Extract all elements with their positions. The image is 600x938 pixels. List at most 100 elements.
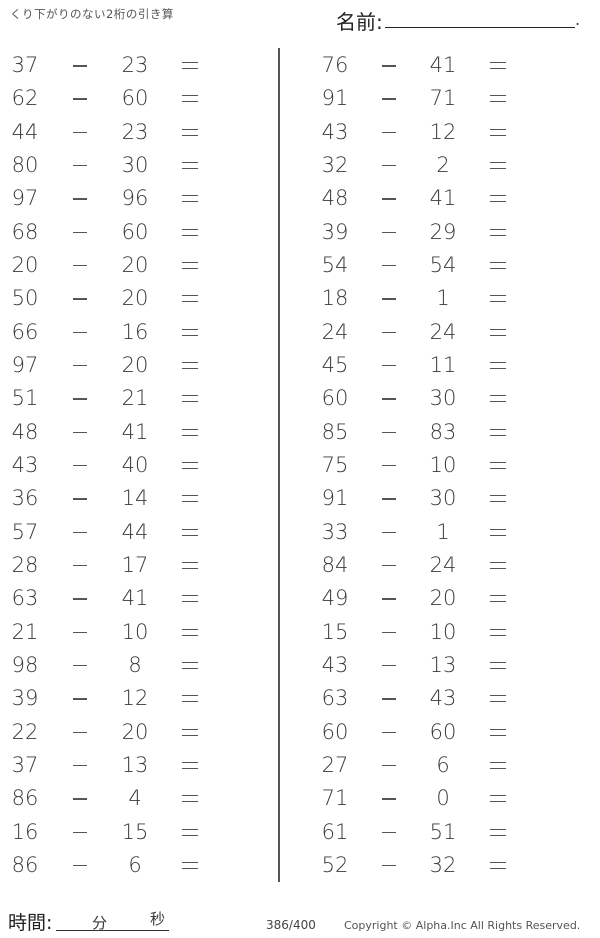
minus-sign bbox=[73, 531, 87, 534]
equals-sign bbox=[490, 728, 506, 736]
minus-sign bbox=[73, 764, 87, 767]
subtrahend: 43 bbox=[429, 686, 457, 711]
subtrahend: 16 bbox=[121, 319, 149, 344]
minus-sign bbox=[382, 798, 396, 800]
minuend: 86 bbox=[11, 852, 39, 877]
minus-sign bbox=[73, 831, 87, 834]
minuend: 60 bbox=[321, 719, 349, 744]
minuend: 84 bbox=[321, 552, 349, 577]
minuend: 43 bbox=[321, 652, 349, 677]
equals-sign bbox=[490, 595, 506, 603]
minus-sign bbox=[73, 364, 87, 367]
subtrahend: 13 bbox=[429, 652, 457, 677]
minus-sign bbox=[382, 131, 396, 134]
equals-sign bbox=[490, 62, 506, 69]
minuend: 21 bbox=[11, 619, 39, 644]
minus-sign bbox=[382, 464, 396, 467]
minuend: 97 bbox=[11, 186, 39, 211]
subtrahend: 41 bbox=[121, 586, 149, 611]
equals-sign bbox=[490, 361, 506, 369]
name-label: 名前: bbox=[336, 10, 383, 34]
minus-sign bbox=[382, 531, 396, 534]
equals-sign bbox=[490, 428, 506, 436]
subtrahend: 24 bbox=[429, 319, 457, 344]
subtrahend: 8 bbox=[128, 652, 142, 677]
subtrahend: 10 bbox=[429, 619, 457, 644]
equals-sign bbox=[490, 261, 506, 269]
subtrahend: 71 bbox=[429, 86, 457, 111]
minuend: 61 bbox=[321, 819, 349, 844]
equals-sign bbox=[182, 728, 198, 736]
worksheet-title: くり下がりのない2桁の引き算 bbox=[10, 7, 174, 21]
minuend: 71 bbox=[321, 786, 349, 811]
subtrahend: 20 bbox=[121, 719, 149, 744]
equals-sign bbox=[490, 828, 506, 836]
minutes-label: 分 bbox=[92, 914, 108, 932]
equals-sign bbox=[490, 461, 506, 469]
minuend: 51 bbox=[11, 386, 39, 411]
equals-sign bbox=[490, 528, 506, 536]
minuend: 15 bbox=[321, 619, 349, 644]
minus-sign bbox=[382, 331, 396, 334]
minuend: 37 bbox=[11, 53, 39, 77]
equals-sign bbox=[490, 228, 506, 236]
subtrahend: 20 bbox=[121, 286, 149, 311]
subtrahend: 41 bbox=[429, 53, 457, 77]
equals-sign bbox=[182, 62, 198, 69]
subtrahend: 20 bbox=[121, 252, 149, 277]
equals-sign bbox=[490, 628, 506, 636]
subtrahend: 10 bbox=[121, 619, 149, 644]
subtrahend: 0 bbox=[436, 786, 450, 811]
minuend: 54 bbox=[321, 252, 349, 277]
seconds-label: 秒 bbox=[150, 910, 166, 928]
minus-sign bbox=[382, 698, 396, 700]
minus-sign bbox=[73, 198, 87, 200]
name-end-dot: . bbox=[575, 10, 581, 29]
minus-sign bbox=[382, 164, 396, 167]
equals-sign bbox=[182, 828, 198, 836]
equals-sign bbox=[182, 328, 198, 336]
minuend: 62 bbox=[11, 86, 39, 111]
equals-sign bbox=[490, 495, 506, 503]
minuend: 45 bbox=[321, 352, 349, 377]
minuend: 39 bbox=[11, 686, 39, 711]
page-number: 386/400 bbox=[266, 918, 316, 932]
minuend: 39 bbox=[321, 219, 349, 244]
equals-sign bbox=[490, 795, 506, 803]
equals-sign bbox=[182, 561, 198, 569]
subtrahend: 12 bbox=[121, 686, 149, 711]
equals-sign bbox=[182, 495, 198, 503]
minuend: 98 bbox=[11, 652, 39, 677]
subtrahend: 2 bbox=[436, 152, 450, 177]
subtrahend: 6 bbox=[128, 852, 142, 877]
minuend: 22 bbox=[11, 719, 39, 744]
minus-sign bbox=[382, 431, 396, 434]
time-field[interactable] bbox=[56, 930, 169, 931]
minus-sign bbox=[73, 598, 87, 600]
minuend: 66 bbox=[11, 319, 39, 344]
minus-sign bbox=[73, 65, 87, 67]
minuend: 28 bbox=[11, 552, 39, 577]
subtrahend: 30 bbox=[429, 486, 457, 511]
minuend: 49 bbox=[321, 586, 349, 611]
minus-sign bbox=[382, 65, 396, 67]
equals-sign bbox=[182, 95, 198, 103]
minus-sign bbox=[382, 564, 396, 567]
name-field[interactable] bbox=[385, 27, 575, 28]
minus-sign bbox=[382, 398, 396, 400]
subtrahend: 44 bbox=[121, 519, 149, 544]
equals-sign bbox=[182, 461, 198, 469]
minus-sign bbox=[73, 298, 87, 300]
minuend: 16 bbox=[11, 819, 39, 844]
subtrahend: 4 bbox=[128, 786, 142, 811]
subtrahend: 60 bbox=[121, 219, 149, 244]
subtrahend: 30 bbox=[429, 386, 457, 411]
equals-sign bbox=[490, 395, 506, 403]
subtrahend: 54 bbox=[429, 252, 457, 277]
minus-sign bbox=[382, 764, 396, 767]
minus-sign bbox=[382, 864, 396, 867]
subtrahend: 60 bbox=[121, 86, 149, 111]
minuend: 50 bbox=[11, 286, 39, 311]
minus-sign bbox=[382, 298, 396, 300]
minus-sign bbox=[73, 798, 87, 800]
